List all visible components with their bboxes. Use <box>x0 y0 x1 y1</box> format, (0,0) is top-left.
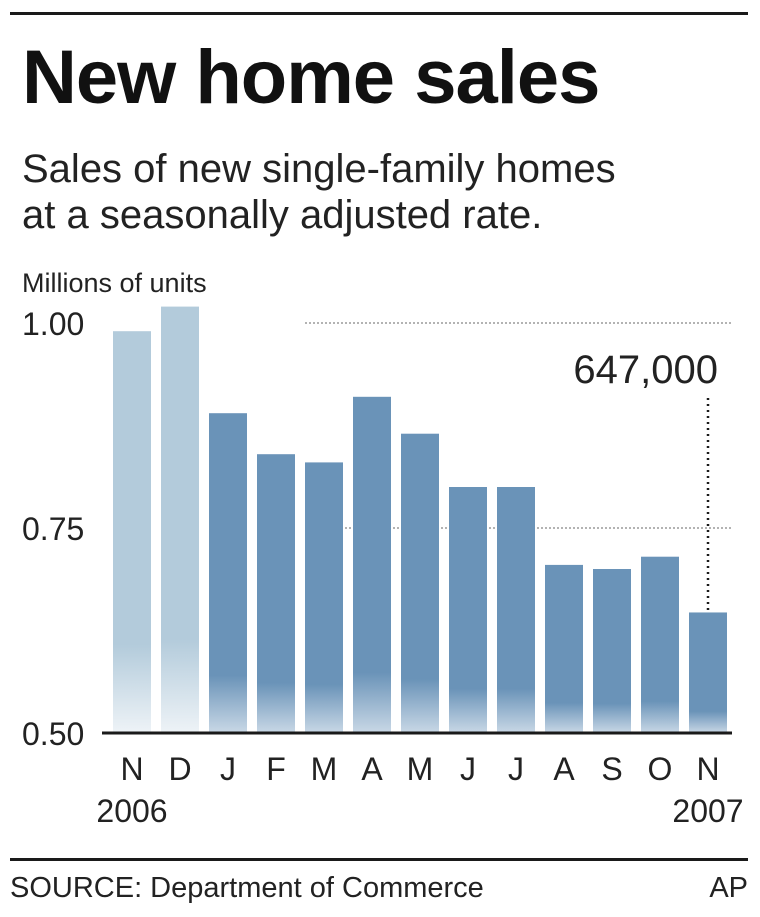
bar <box>161 306 199 733</box>
x-tick-label: N <box>696 751 719 787</box>
x-tick-label: M <box>407 751 434 787</box>
x-tick-label: A <box>553 751 575 787</box>
y-tick-label: 0.50 <box>22 716 84 752</box>
y-axis-label: Millions of units <box>22 268 207 298</box>
bar <box>401 433 439 733</box>
bar <box>257 454 295 733</box>
bar <box>641 556 679 733</box>
x-tick-label: O <box>648 751 673 787</box>
x-tick-label: M <box>311 751 338 787</box>
bars-layer <box>113 306 727 733</box>
bar <box>353 396 391 733</box>
x-tick-label: A <box>361 751 383 787</box>
subtitle-line-1: Sales of new single-family homes <box>22 147 616 191</box>
year-label: 2007 <box>672 793 743 829</box>
bar <box>545 564 583 733</box>
y-tick-label: 0.75 <box>22 511 84 547</box>
chart-subtitle: Sales of new single-family homes at a se… <box>22 146 616 238</box>
bar <box>593 569 631 733</box>
chart-title: New home sales <box>22 35 600 120</box>
annotation-label: 647,000 <box>573 348 718 392</box>
x-tick-label: J <box>508 751 524 787</box>
x-tick-label: D <box>168 751 191 787</box>
subtitle-line-2: at a seasonally adjusted rate. <box>22 193 543 237</box>
bar <box>449 487 487 733</box>
y-tick-label: 1.00 <box>22 306 84 342</box>
bottom-rule <box>10 858 748 861</box>
x-tick-label: J <box>220 751 236 787</box>
top-rule <box>10 12 748 15</box>
bar <box>689 612 727 733</box>
x-tick-label: J <box>460 751 476 787</box>
x-tick-label: F <box>266 751 286 787</box>
annotation-layer: 647,000 <box>573 348 718 611</box>
year-label: 2006 <box>96 793 167 829</box>
bar <box>497 487 535 733</box>
x-tick-label: N <box>120 751 143 787</box>
credit-label: AP <box>709 872 748 904</box>
bar <box>209 413 247 733</box>
x-tick-label: S <box>601 751 622 787</box>
bar <box>305 462 343 733</box>
bar <box>113 331 151 733</box>
source-note: SOURCE: Department of Commerce <box>10 872 484 904</box>
